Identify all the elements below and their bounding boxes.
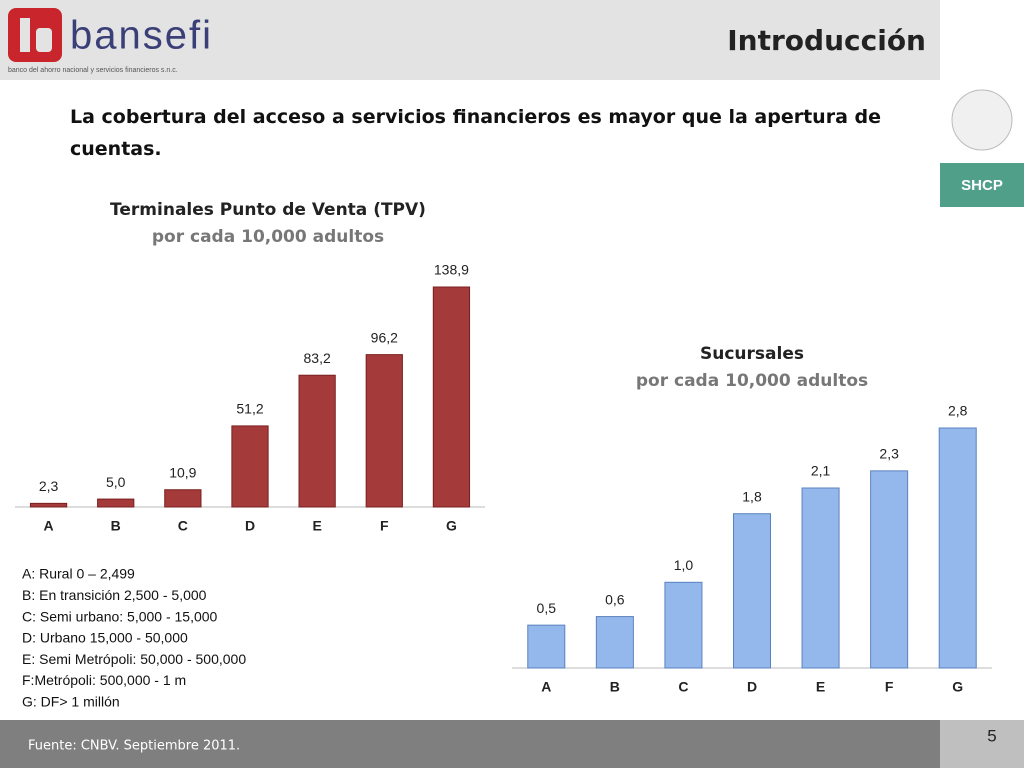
value-label: 1,8 — [742, 488, 762, 504]
value-label: 0,5 — [537, 600, 557, 616]
side-box — [940, 163, 1024, 207]
bar — [231, 425, 269, 508]
x-tick-label: A — [541, 679, 551, 695]
logo-icon — [8, 8, 62, 62]
x-tick-label: D — [747, 679, 757, 695]
x-tick-label: C — [178, 518, 188, 534]
x-tick-label: G — [446, 518, 457, 534]
logo-subtitle: banco del ahorro nacional y servicios fi… — [8, 67, 178, 74]
headline: La cobertura del acceso a servicios fina… — [70, 106, 881, 160]
chart-title: Terminales Punto de Venta (TPV) — [110, 200, 426, 220]
value-label: 2,3 — [39, 478, 59, 494]
x-tick-label: E — [816, 679, 825, 695]
logo-text: bansefi — [70, 14, 213, 58]
x-tick-label: G — [952, 679, 963, 695]
bar — [29, 502, 68, 508]
value-label: 51,2 — [236, 401, 263, 417]
logo-icon-part — [36, 28, 52, 52]
note: D: Urbano 15,000 - 50,000 — [22, 630, 188, 646]
x-tick-label: B — [111, 518, 121, 534]
value-label: 5,0 — [106, 474, 126, 490]
note: E: Semi Metrópoli: 50,000 - 500,000 — [22, 651, 246, 667]
page-number: 5 — [987, 726, 996, 745]
note: A: Rural 0 – 2,499 — [22, 566, 135, 582]
value-label: 2,1 — [811, 463, 831, 479]
note: G: DF> 1 millón — [22, 694, 120, 710]
bar — [432, 286, 471, 508]
bar — [732, 513, 772, 669]
chart-title: Sucursales — [700, 344, 804, 364]
bar — [298, 374, 336, 508]
slide-title: Introducción — [727, 24, 926, 57]
note: B: En transición 2,500 - 5,000 — [22, 587, 207, 603]
value-label: 1,0 — [674, 557, 694, 573]
bar — [870, 470, 909, 669]
value-label: 2,3 — [879, 446, 899, 462]
bar — [164, 489, 202, 508]
chart-subtitle: por cada 10,000 adultos — [636, 371, 868, 391]
value-label: 138,9 — [434, 262, 469, 278]
bar — [365, 354, 403, 508]
logo-icon-part — [20, 18, 30, 52]
footer-side — [940, 720, 1024, 768]
value-label: 0,6 — [605, 591, 625, 607]
x-tick-label: F — [380, 518, 389, 534]
bar — [595, 616, 634, 669]
bar — [97, 498, 135, 508]
bar — [664, 581, 703, 669]
value-label: 10,9 — [169, 464, 196, 480]
header-band — [0, 0, 940, 80]
bar — [801, 487, 840, 669]
footer-source: Fuente: CNBV. Septiembre 2011. — [28, 739, 240, 754]
value-label: 83,2 — [304, 350, 331, 366]
emblem — [951, 89, 1013, 151]
note: C: Semi urbano: 5,000 - 15,000 — [22, 608, 218, 624]
note: F:Metrópoli: 500,000 - 1 m — [22, 672, 186, 688]
x-tick-label: B — [610, 679, 620, 695]
bar — [527, 624, 566, 669]
side-label: SHCP — [961, 177, 1003, 194]
footer-band — [0, 720, 940, 768]
x-tick-label: A — [44, 518, 54, 534]
chart-subtitle: por cada 10,000 adultos — [152, 227, 384, 247]
x-tick-label: D — [245, 518, 255, 534]
x-tick-label: C — [678, 679, 688, 695]
bar — [938, 427, 977, 669]
value-label: 96,2 — [371, 329, 398, 345]
x-tick-label: E — [312, 518, 321, 534]
value-label: 2,8 — [948, 403, 968, 419]
x-tick-label: F — [885, 679, 894, 695]
